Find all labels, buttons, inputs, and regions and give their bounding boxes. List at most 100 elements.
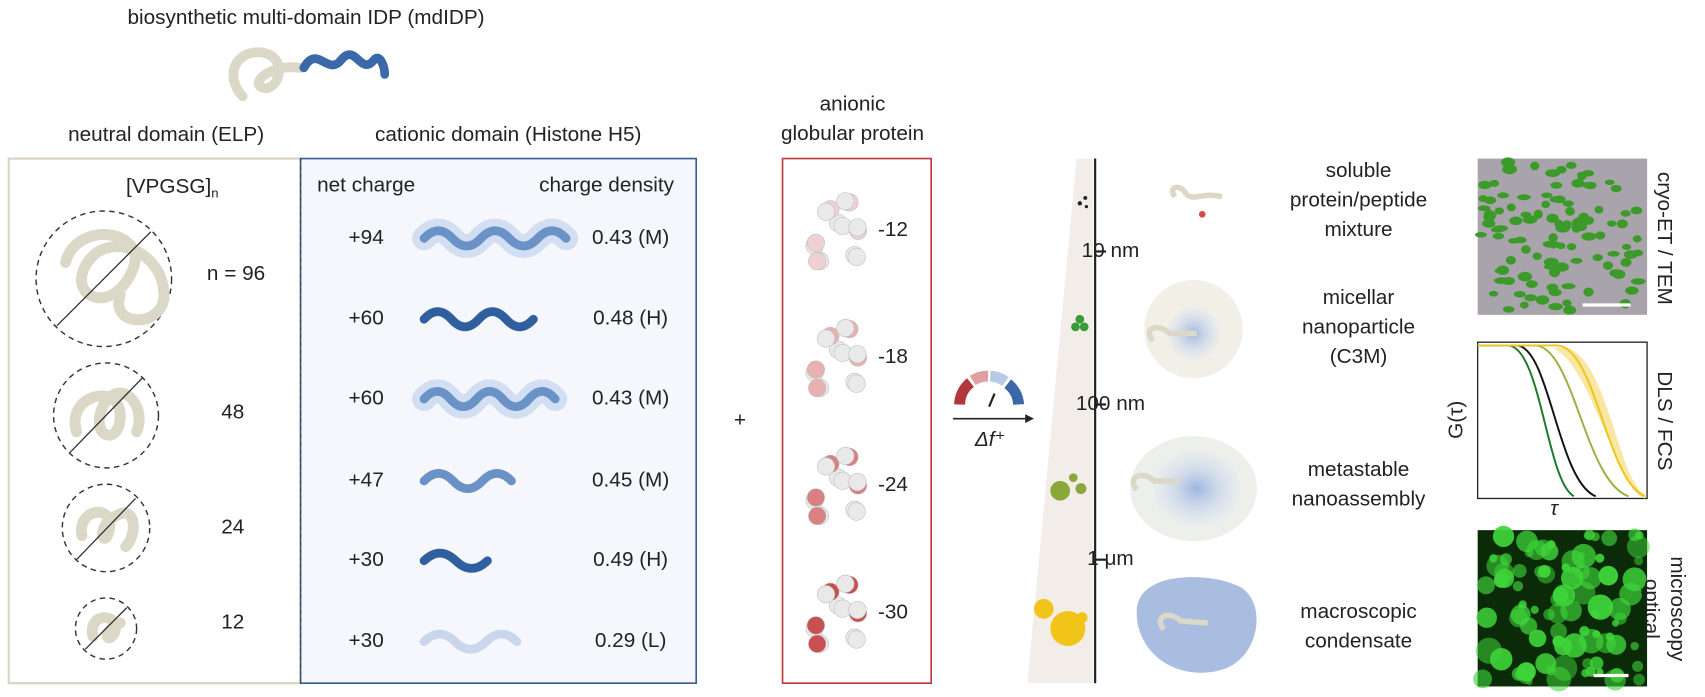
plus: +: [734, 408, 746, 431]
cationic-box: [299, 157, 698, 684]
particle: [1602, 261, 1614, 270]
particle: [1632, 235, 1642, 243]
particle: [1548, 302, 1563, 311]
protein-charge: -30: [878, 601, 908, 624]
particle: [1494, 207, 1505, 215]
protein-atom: [817, 585, 836, 604]
droplet: [1574, 564, 1590, 580]
particle: [1566, 243, 1577, 251]
particle: [1565, 206, 1575, 216]
droplet: [1582, 658, 1594, 669]
particle: [1548, 233, 1558, 243]
charge-density: 0.43 (M): [592, 386, 669, 409]
particle: [1555, 262, 1569, 272]
particle: [1607, 250, 1620, 257]
elp-length: 24: [221, 515, 244, 538]
method-label: cryo-ET / TEM: [1653, 172, 1676, 305]
state-label: nanoparticle: [1302, 315, 1415, 338]
protein-atom: [806, 488, 825, 507]
particle: [1514, 236, 1527, 244]
droplet: [1596, 668, 1604, 676]
protein-atom: [836, 192, 855, 211]
droplet: [1601, 530, 1618, 547]
charge-density: 0.29 (L): [595, 629, 667, 652]
droplet: [1528, 629, 1547, 648]
droplet: [1550, 622, 1567, 640]
droplet: [1476, 607, 1497, 628]
particle: [1477, 205, 1491, 212]
cationic-chain: [419, 387, 560, 411]
droplet: [1551, 655, 1578, 681]
cationic-label: cationic domain (Histone H5): [375, 123, 641, 146]
scale-label: 10 nm: [1082, 239, 1140, 262]
protein-atom: [848, 600, 867, 619]
particle: [1492, 232, 1505, 240]
state-label: protein/peptide: [1290, 189, 1427, 212]
state-label: nanoassembly: [1292, 488, 1426, 511]
cationic-chain: [419, 226, 571, 251]
dls-curves: [1477, 344, 1646, 499]
cationic-chain: [419, 307, 538, 332]
method-label: microscopy: [1666, 556, 1689, 662]
neutral-label: neutral domain (ELP): [68, 123, 264, 146]
droplets: [1473, 525, 1650, 692]
size-dots: [1033, 195, 1089, 647]
particle: [1497, 192, 1509, 199]
particle: [1530, 161, 1540, 171]
droplet: [1492, 525, 1515, 548]
particle: [1620, 210, 1631, 217]
particle: [1616, 219, 1628, 229]
particle: [1630, 206, 1643, 215]
state-label: mixture: [1325, 218, 1393, 241]
particle: [1513, 290, 1526, 298]
particle: [1570, 257, 1583, 264]
title: biosynthetic multi-domain IDP (mdIDP): [127, 6, 484, 29]
droplet: [1633, 673, 1645, 686]
protein-atom: [836, 319, 855, 338]
protein-atom: [836, 446, 855, 465]
particle: [1621, 243, 1632, 251]
cationic-chain: [419, 629, 522, 654]
particle: [1489, 179, 1500, 187]
protein-atom: [847, 374, 866, 393]
particle: [1583, 287, 1594, 297]
particle: [1562, 299, 1572, 307]
protein-atom: [808, 379, 827, 398]
protein-box: [781, 157, 933, 684]
particle: [1482, 219, 1496, 228]
particle: [1610, 184, 1622, 193]
elp-length: 12: [221, 611, 244, 634]
droplet: [1516, 530, 1538, 553]
particle: [1632, 249, 1644, 257]
particle: [1502, 306, 1515, 313]
charge-density: 0.45 (M): [592, 468, 669, 491]
droplet: [1611, 619, 1620, 627]
protein-atom: [808, 634, 827, 653]
particle: [1612, 269, 1626, 280]
particle: [1525, 280, 1538, 289]
particle: [1562, 200, 1574, 207]
net-charge: +60: [349, 307, 384, 330]
droplet: [1546, 540, 1556, 549]
protein-atom: [808, 252, 827, 271]
charge-density: 0.43 (M): [592, 226, 669, 249]
states: soluble protein/peptide mixture micellar nan…: [1290, 159, 1427, 653]
particle: [1533, 209, 1543, 220]
protein-atom: [847, 630, 866, 649]
protein-atom: [847, 247, 866, 267]
droplet: [1595, 553, 1605, 563]
scale: 10 nm 100 nm 1 μm: [1076, 239, 1145, 570]
state-label: metastable: [1308, 458, 1410, 481]
protein-atom: [836, 574, 855, 593]
droplet: [1536, 565, 1556, 584]
particle: [1604, 179, 1615, 186]
particle: [1501, 157, 1516, 168]
particle: [1505, 255, 1517, 265]
dls-plot: [1477, 341, 1648, 500]
droplet: [1584, 529, 1595, 541]
state-icons: [1130, 184, 1257, 673]
particle: [1541, 200, 1551, 209]
particle: [1620, 258, 1632, 267]
droplet: [1494, 562, 1515, 583]
